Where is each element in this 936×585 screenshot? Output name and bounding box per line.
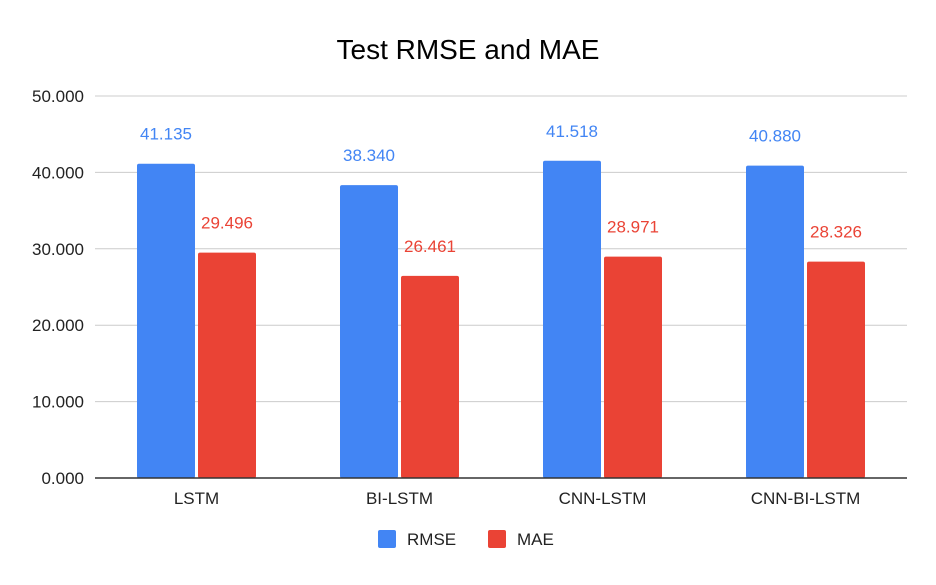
y-tick-label: 30.000 [32,240,84,259]
bar-rmse-bi-lstm [340,185,398,478]
bar-mae-cnn-bi-lstm [807,261,865,478]
legend-label-mae: MAE [517,530,554,549]
bar-rmse-cnn-bi-lstm [746,165,804,478]
bar-mae-bi-lstm [401,275,459,478]
data-labels: 41.135 29.496 38.340 26.461 41.518 28.971 40.8… [140,122,862,256]
bars [137,160,865,478]
legend-swatch-mae [488,530,506,548]
data-label: 41.518 [546,122,598,141]
bar-mae-lstm [198,252,256,478]
y-tick-label: 10.000 [32,393,84,412]
y-tick-label: 40.000 [32,163,84,182]
y-axis-ticks: 0.000 10.000 20.000 30.000 40.000 50.000 [32,87,84,488]
x-axis-ticks: LSTM BI-LSTM CNN-LSTM CNN-BI-LSTM [174,489,860,508]
legend: RMSE MAE [378,530,554,549]
data-label: 26.461 [404,237,456,256]
legend-swatch-rmse [378,530,396,548]
x-tick-label: CNN-LSTM [559,489,647,508]
y-tick-label: 0.000 [41,469,84,488]
data-label: 38.340 [343,146,395,165]
data-label: 40.880 [749,127,801,146]
data-label: 28.971 [607,218,659,237]
y-tick-label: 20.000 [32,316,84,335]
chart-title: Test RMSE and MAE [337,34,600,65]
bar-rmse-lstm [137,163,195,478]
bar-rmse-cnn-lstm [543,160,601,478]
data-label: 28.326 [810,223,862,242]
data-label: 41.135 [140,125,192,144]
legend-label-rmse: RMSE [407,530,456,549]
data-label: 29.496 [201,214,253,233]
y-tick-label: 50.000 [32,87,84,106]
x-tick-label: LSTM [174,489,219,508]
bar-mae-cnn-lstm [604,256,662,478]
x-tick-label: BI-LSTM [366,489,433,508]
x-tick-label: CNN-BI-LSTM [751,489,861,508]
